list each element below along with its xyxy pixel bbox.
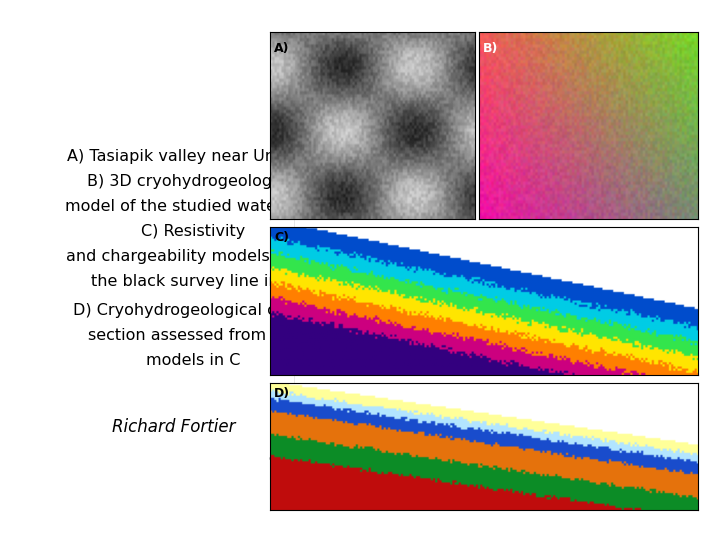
Text: A): A)	[274, 42, 289, 55]
Text: and chargeability models along: and chargeability models along	[66, 248, 320, 264]
Text: model of the studied watershed: model of the studied watershed	[65, 199, 321, 214]
Text: B) 3D cryohydrogeological: B) 3D cryohydrogeological	[87, 174, 300, 188]
Text: 18/10/2016: 18/10/2016	[333, 464, 405, 477]
Text: C): C)	[274, 231, 289, 244]
Text: C) Resistivity: C) Resistivity	[141, 224, 246, 239]
Text: Richard Fortier: Richard Fortier	[112, 417, 236, 436]
Text: Семинар геофизиков, Москва,: Семинар геофизиков, Москва,	[269, 453, 469, 467]
Text: D) Cryohydrogeological cross-: D) Cryohydrogeological cross-	[73, 302, 314, 318]
Text: A) Tasiapik valley near Umiujaq: A) Tasiapik valley near Umiujaq	[67, 149, 320, 164]
Text: the black survey line in B: the black survey line in B	[91, 274, 295, 288]
Text: 6: 6	[621, 459, 631, 477]
Text: section assessed from the: section assessed from the	[89, 328, 298, 342]
Text: models in C: models in C	[146, 353, 240, 368]
Text: D): D)	[274, 387, 290, 400]
Text: B): B)	[483, 42, 498, 55]
